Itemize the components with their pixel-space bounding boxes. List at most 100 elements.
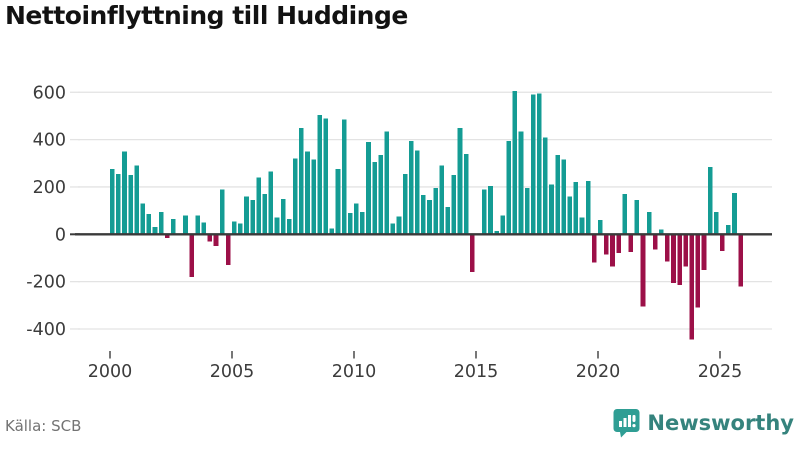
- bar-2002-Q2: [164, 234, 170, 238]
- bar-2021-Q4: [640, 234, 646, 307]
- x-tick-label-2000: 2000: [88, 362, 133, 382]
- bar-2014-Q2: [457, 127, 463, 235]
- bar-2014-Q3: [463, 153, 469, 235]
- bar-2003-Q3: [195, 215, 200, 235]
- bar-2001-Q3: [146, 214, 152, 235]
- bar-2017-Q1: [524, 188, 530, 235]
- bar-2025-Q1: [720, 234, 725, 251]
- bar-2023-Q2: [677, 234, 682, 286]
- y-tick-label-0: 0: [55, 225, 66, 245]
- bar-2023-Q4: [689, 234, 695, 340]
- bar-2006-Q2: [262, 194, 268, 235]
- bar-2007-Q3: [293, 158, 298, 235]
- bar-2008-Q2: [311, 159, 316, 235]
- bar-2011-Q1: [378, 155, 383, 235]
- bar-2013-Q1: [427, 199, 432, 235]
- bar-2006-Q3: [268, 171, 274, 235]
- bar-2022-Q2: [652, 234, 658, 250]
- bar-2018-Q4: [567, 196, 573, 235]
- source-label: Källa: SCB: [5, 417, 82, 435]
- bar-2000-Q3: [122, 151, 127, 235]
- bar-2002-Q1: [158, 211, 164, 235]
- bar-2024-Q2: [701, 234, 707, 270]
- newsworthy-logo: Newsworthy: [613, 408, 794, 438]
- bar-2021-Q3: [634, 199, 640, 235]
- bar-2019-Q1: [573, 182, 579, 235]
- bar-2010-Q4: [372, 162, 377, 235]
- bar-2008-Q4: [323, 118, 329, 235]
- newsworthy-pin-barchart-icon: [613, 409, 640, 438]
- bar-2018-Q1: [549, 184, 554, 235]
- bar-2012-Q3: [415, 150, 420, 235]
- bar-2010-Q2: [360, 211, 365, 235]
- bar-2024-Q4: [713, 211, 719, 235]
- bar-2025-Q3: [732, 192, 737, 235]
- bar-2025-Q2: [726, 224, 731, 235]
- bar-2005-Q2: [238, 223, 243, 235]
- bar-2017-Q2: [530, 94, 536, 235]
- bar-2020-Q4: [616, 234, 621, 254]
- bar-2024-Q3: [707, 166, 713, 235]
- bar-2012-Q2: [408, 140, 414, 235]
- bar-2007-Q4: [299, 127, 304, 235]
- bar-2009-Q2: [335, 169, 341, 235]
- bar-2013-Q4: [445, 207, 451, 235]
- bar-2001-Q2: [140, 203, 146, 235]
- bar-2016-Q3: [512, 91, 518, 235]
- bar-2001-Q1: [134, 165, 139, 235]
- bar-2021-Q2: [628, 234, 634, 253]
- bar-2025-Q4: [738, 234, 743, 287]
- x-tick-label-2010: 2010: [332, 362, 377, 382]
- bar-2017-Q3: [537, 93, 542, 235]
- bar-2004-Q3: [219, 189, 225, 235]
- x-tick-label-2020: 2020: [576, 362, 621, 382]
- bar-2017-Q4: [543, 137, 548, 235]
- bar-2008-Q1: [305, 151, 310, 235]
- bar-2016-Q2: [506, 140, 512, 235]
- bar-2023-Q3: [683, 234, 688, 267]
- bar-2011-Q4: [396, 216, 402, 235]
- bar-2006-Q4: [274, 217, 280, 235]
- bar-2018-Q3: [561, 159, 566, 235]
- bar-2020-Q1: [598, 220, 603, 235]
- bar-2014-Q1: [451, 175, 457, 235]
- x-tick-label-2015: 2015: [454, 362, 499, 382]
- bar-2012-Q1: [402, 173, 408, 235]
- y-tick-label--200: -200: [26, 273, 66, 293]
- bar-2010-Q3: [366, 141, 371, 235]
- bar-2005-Q1: [232, 221, 237, 235]
- bar-2019-Q3: [585, 181, 591, 235]
- y-tick-label--400: -400: [26, 320, 66, 340]
- bar-2000-Q1: [110, 169, 115, 235]
- bar-2011-Q2: [384, 131, 390, 235]
- bar-2008-Q3: [317, 114, 322, 235]
- bar-2005-Q4: [250, 199, 255, 235]
- bar-2022-Q3: [659, 229, 664, 235]
- bar-2019-Q2: [579, 217, 585, 235]
- bar-2004-Q1: [207, 234, 213, 242]
- bar-2002-Q3: [171, 218, 176, 235]
- bar-2003-Q4: [201, 222, 207, 235]
- bar-2013-Q2: [433, 188, 438, 235]
- bar-2015-Q4: [494, 230, 499, 235]
- bar-2019-Q4: [591, 234, 597, 263]
- bar-2022-Q1: [646, 211, 652, 235]
- bar-2023-Q1: [671, 234, 676, 283]
- bar-2024-Q1: [695, 234, 701, 308]
- bar-2001-Q4: [152, 227, 158, 235]
- bar-2003-Q1: [183, 215, 188, 235]
- y-tick-label-600: 600: [33, 83, 66, 103]
- bar-2013-Q3: [439, 165, 444, 235]
- bar-2000-Q2: [116, 173, 121, 235]
- y-tick-label-400: 400: [33, 131, 66, 151]
- bar-2009-Q4: [347, 213, 353, 235]
- bar-2018-Q2: [555, 155, 560, 235]
- bar-2014-Q4: [469, 234, 475, 273]
- bar-2009-Q3: [341, 119, 347, 235]
- y-tick-label-200: 200: [33, 178, 66, 198]
- bar-2020-Q3: [610, 234, 615, 267]
- bar-2015-Q3: [488, 185, 493, 235]
- bar-2010-Q1: [354, 203, 359, 235]
- bar-2022-Q4: [665, 234, 670, 262]
